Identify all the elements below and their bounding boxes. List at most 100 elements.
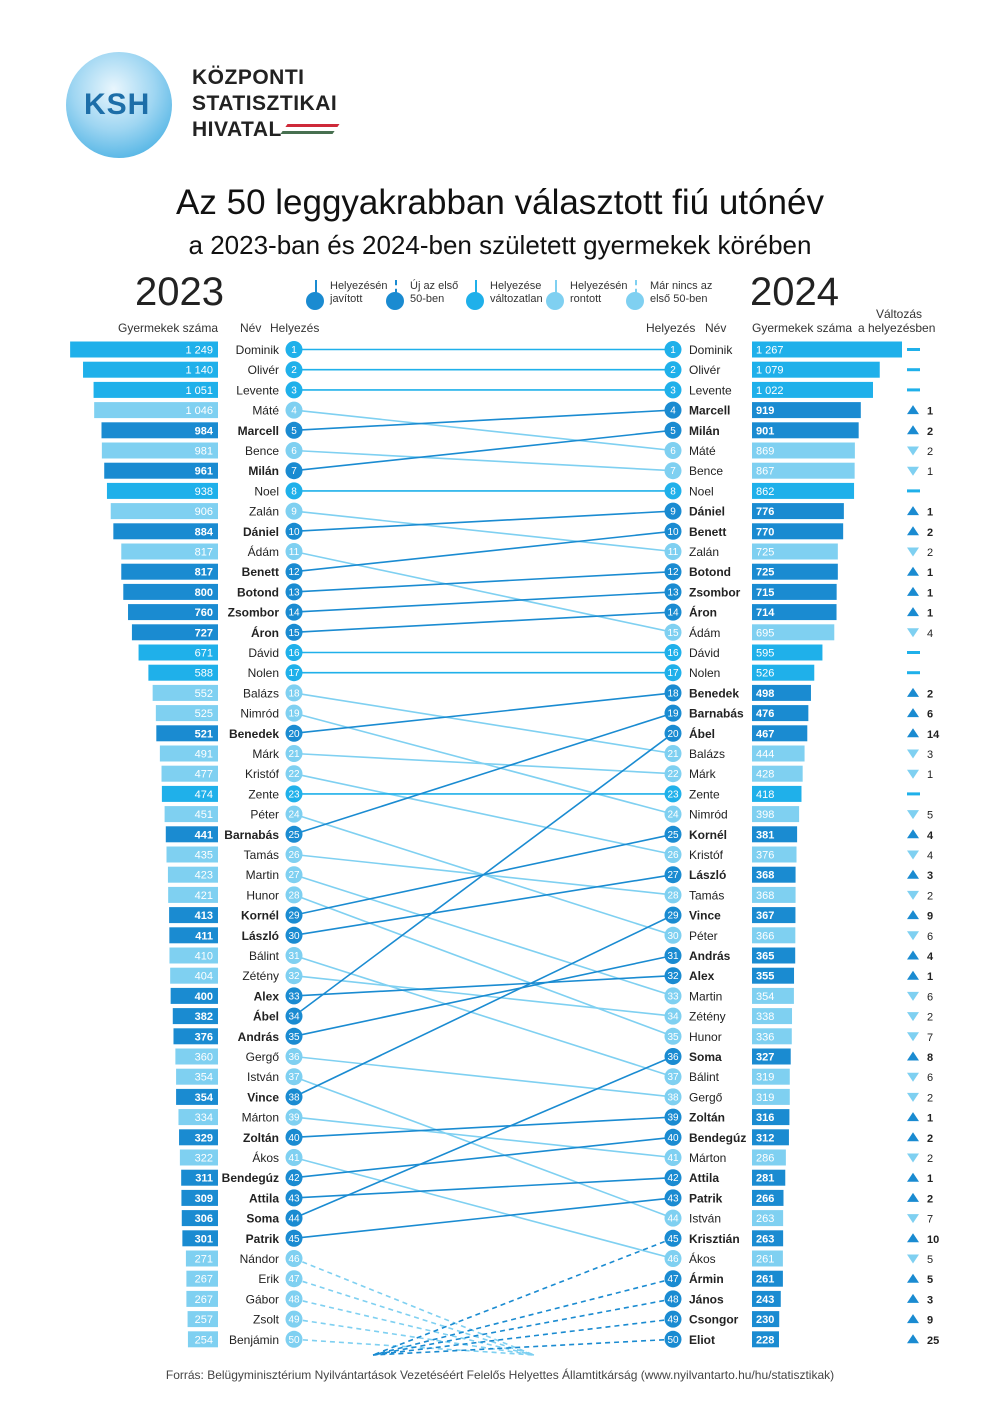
count-label-2023: 334 — [195, 1112, 213, 1124]
rank-label-2024: 33 — [667, 991, 679, 1002]
rank-dot-2024 — [664, 967, 682, 985]
down-arrow-icon — [907, 1214, 919, 1224]
bar-2023 — [170, 987, 218, 1004]
bar-2023 — [181, 1169, 218, 1186]
connector-line — [293, 692, 674, 755]
name-label-2023: Nimród — [240, 707, 279, 721]
rank-label-2024: 31 — [667, 951, 679, 962]
count-label-2023: 477 — [195, 769, 213, 781]
change-value: 2 — [927, 890, 933, 902]
bar-2024 — [752, 907, 796, 924]
connector-line — [293, 409, 674, 432]
bar-2024 — [752, 785, 802, 802]
rank-dot-2024 — [664, 886, 682, 904]
count-label-2023: 906 — [195, 506, 213, 518]
legend-item: Helyezésén javított — [300, 280, 387, 320]
rank-label-2024: 10 — [667, 527, 679, 538]
rank-label-2024: 4 — [670, 406, 676, 417]
new-entry-connector — [372, 1298, 674, 1356]
rank-dot-2023 — [285, 866, 303, 884]
name-label-2023: Milán — [248, 464, 279, 478]
bar-2024 — [752, 341, 902, 358]
change-value: 1 — [927, 1173, 933, 1185]
rank-label-2024: 6 — [670, 446, 676, 457]
bar-2024 — [752, 866, 796, 883]
rank-label-2024: 32 — [667, 971, 679, 982]
rank-label-2024: 28 — [667, 890, 679, 901]
legend-label-line2: 50-ben — [410, 293, 445, 305]
count-label-2023: 404 — [195, 971, 213, 983]
down-arrow-icon — [907, 749, 919, 759]
bar-2024 — [752, 381, 873, 398]
rank-label-2024: 26 — [667, 850, 679, 861]
count-label-2024: 312 — [756, 1132, 774, 1144]
rank-label-2023: 7 — [291, 466, 297, 477]
change-value: 9 — [927, 911, 933, 923]
rank-dot-2024 — [664, 866, 682, 884]
legend-line — [475, 280, 477, 294]
rank-dot-2023 — [285, 664, 303, 682]
bar-2023 — [181, 1189, 218, 1206]
change-value: 2 — [927, 1153, 933, 1165]
rank-dot-2024 — [664, 502, 682, 520]
name-label-2024: Bendegúz — [689, 1131, 746, 1145]
rank-label-2023: 35 — [288, 1032, 300, 1043]
connector-line — [293, 692, 674, 735]
change-value: 2 — [927, 426, 933, 438]
logo-line-3: HIVATAL — [192, 118, 282, 141]
logo-line-1: KÖZPONTI — [192, 66, 305, 89]
rank-label-2024: 47 — [667, 1274, 679, 1285]
rank-dot-2024 — [664, 1310, 682, 1328]
change-value: 3 — [927, 749, 933, 761]
rank-label-2023: 8 — [291, 486, 297, 497]
name-label-2023: Martin — [246, 868, 279, 882]
bar-2023 — [159, 745, 218, 762]
count-label-2023: 525 — [195, 708, 213, 720]
count-label-2024: 286 — [756, 1153, 774, 1165]
bar-2023 — [121, 563, 218, 580]
up-arrow-icon — [907, 526, 919, 536]
rank-dot-2024 — [664, 1027, 682, 1045]
change-value: 4 — [927, 951, 934, 963]
count-label-2024: 498 — [756, 688, 774, 700]
rank-dot-2023 — [285, 1088, 303, 1106]
count-label-2024: 368 — [756, 870, 774, 882]
rank-dot-2023 — [285, 926, 303, 944]
rank-label-2024: 19 — [667, 709, 679, 720]
legend-label-line2: változatlan — [490, 293, 543, 305]
count-label-2023: 491 — [195, 749, 213, 761]
rank-label-2023: 38 — [288, 1092, 300, 1103]
rank-label-2024: 8 — [670, 486, 676, 497]
count-label-2023: 961 — [195, 466, 213, 478]
rank-dot-2024 — [664, 1330, 682, 1348]
change-value: 25 — [927, 1335, 939, 1347]
rank-label-2023: 40 — [288, 1133, 300, 1144]
rank-label-2023: 6 — [291, 446, 297, 457]
count-label-2024: 714 — [756, 607, 775, 619]
name-label-2023: Benedek — [229, 727, 279, 741]
name-label-2023: Zalán — [249, 505, 279, 519]
header-rank-left: Helyezés — [270, 321, 320, 335]
rank-dot-2024 — [664, 1048, 682, 1065]
rank-dot-2023 — [285, 967, 303, 985]
rank-dot-2023 — [285, 684, 303, 702]
rank-label-2023: 23 — [288, 789, 300, 800]
connector-line — [293, 954, 674, 1078]
bar-2024 — [752, 1048, 791, 1065]
name-label-2023: Máté — [252, 404, 279, 418]
legend-dot — [546, 292, 564, 310]
up-arrow-icon — [907, 708, 919, 718]
bar-2024 — [752, 1008, 793, 1025]
bar-2023 — [101, 422, 218, 439]
name-label-2024: János — [689, 1292, 724, 1306]
name-label-2024: Nimród — [689, 808, 728, 822]
count-label-2024: 869 — [756, 446, 774, 458]
bar-2024 — [752, 543, 838, 560]
bar-2024 — [752, 1169, 786, 1186]
count-label-2023: 884 — [195, 526, 214, 538]
bar-2023 — [172, 1008, 218, 1025]
rank-dot-2024 — [664, 1270, 682, 1288]
bar-2023 — [156, 725, 218, 742]
count-label-2024: 327 — [756, 1052, 774, 1064]
no-change-marker — [907, 368, 920, 372]
